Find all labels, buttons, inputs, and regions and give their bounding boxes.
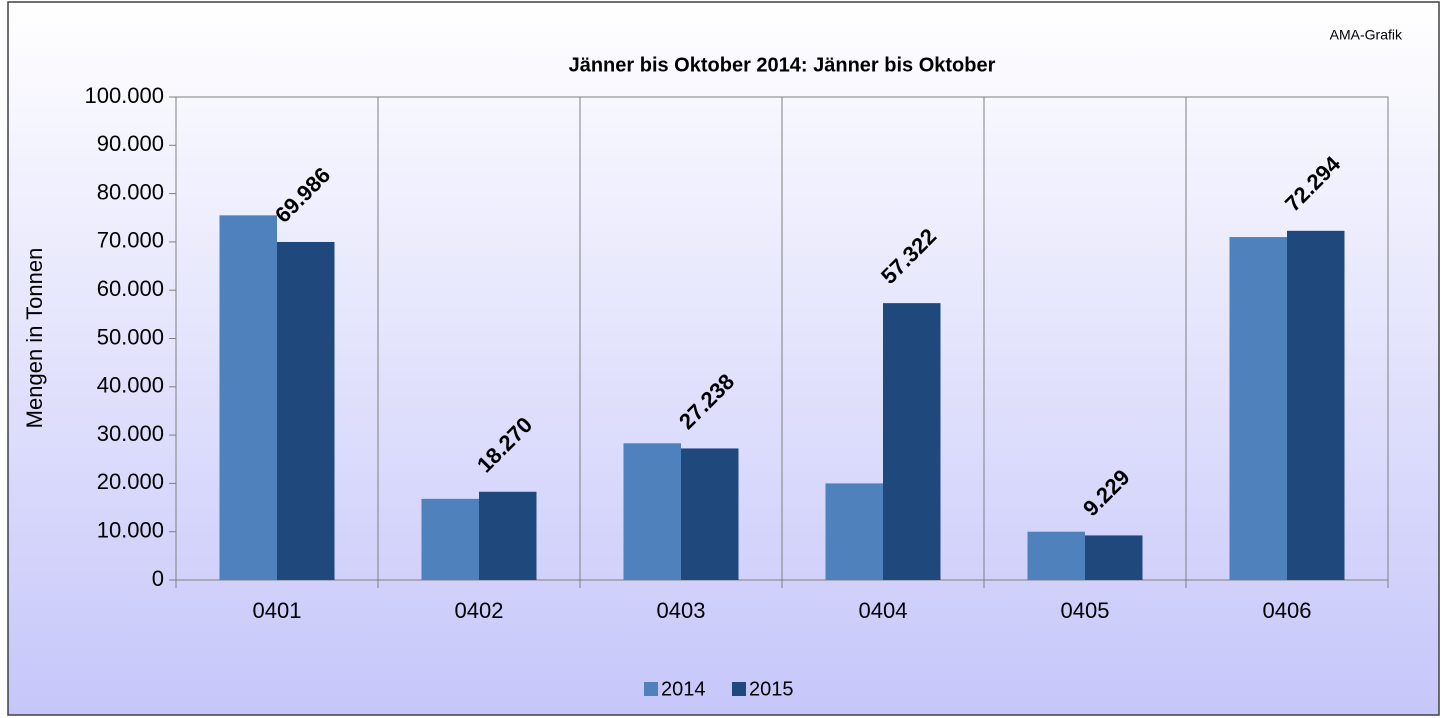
legend-label: 2015: [749, 678, 794, 700]
bar: [1287, 230, 1345, 580]
y-tick-label: 60.000: [97, 276, 164, 301]
source: AMA-Grafik: [1330, 27, 1403, 43]
x-tick-label: 0404: [859, 598, 908, 623]
bar: [623, 443, 681, 580]
bar: [277, 241, 335, 580]
y-tick-label: 30.000: [97, 421, 164, 446]
x-tick-label: 0403: [657, 598, 706, 623]
y-tick-label: 50.000: [97, 324, 164, 349]
bar: [1027, 531, 1085, 580]
y-tick-label: 100.000: [84, 83, 164, 108]
x-tick-label: 0406: [1263, 598, 1312, 623]
bar: [1085, 535, 1143, 580]
y-tick-label: 70.000: [97, 228, 164, 253]
x-tick-label: 0405: [1061, 598, 1110, 623]
x-tick-label: 0401: [253, 598, 302, 623]
legend-swatch: [732, 682, 746, 696]
legend-swatch: [644, 682, 658, 696]
legend-label: 2014: [661, 678, 706, 700]
bar: [681, 448, 739, 580]
y-tick-label: 10.000: [97, 518, 164, 543]
bar: [883, 303, 941, 580]
x-tick-label: 0402: [455, 598, 504, 623]
chart-title: Jänner bis Oktober 2014: Jänner bis Okto…: [569, 54, 996, 76]
bar: [421, 498, 479, 580]
bar: [1229, 237, 1287, 580]
y-axis-label: Mengen in Tonnen: [22, 248, 47, 429]
bar: [219, 215, 277, 580]
y-tick-label: 20.000: [97, 469, 164, 494]
y-tick-label: 90.000: [97, 131, 164, 156]
bar: [479, 491, 537, 580]
y-tick-label: 40.000: [97, 373, 164, 398]
y-tick-label: 80.000: [97, 179, 164, 204]
bar: [825, 483, 883, 580]
y-tick-label: 0: [152, 566, 164, 591]
